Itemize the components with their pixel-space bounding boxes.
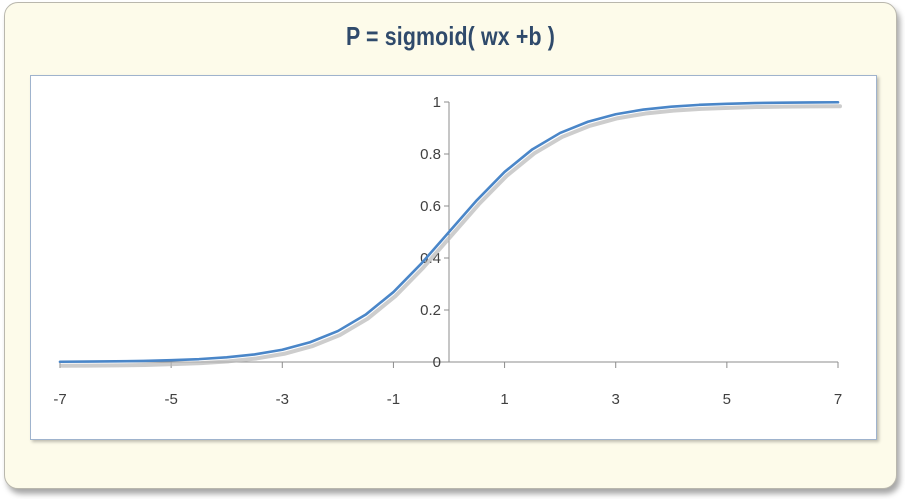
chart-panel: P = sigmoid( wx +b ) [4, 2, 897, 489]
chart-title: P = sigmoid( wx +b ) [345, 21, 556, 51]
x-tick-label: 1 [500, 391, 508, 408]
x-tick-label: -5 [164, 391, 177, 408]
x-tick-label: 5 [723, 391, 731, 408]
y-tick-label: 0.6 [420, 198, 441, 215]
plot-area [30, 75, 877, 440]
series-line [58, 100, 840, 364]
y-tick-label: 1 [433, 94, 441, 111]
x-tick-label: 7 [834, 391, 842, 408]
x-tick-label: -1 [387, 391, 400, 408]
x-tick-label: 3 [612, 391, 620, 408]
y-tick-label: 0 [433, 354, 441, 371]
x-tick-label: -3 [276, 391, 289, 408]
y-tick-label: 0.8 [420, 146, 441, 163]
series-line-shadow [60, 104, 842, 368]
y-tick-label: 0.2 [420, 302, 441, 319]
x-tick-label: -7 [53, 391, 66, 408]
